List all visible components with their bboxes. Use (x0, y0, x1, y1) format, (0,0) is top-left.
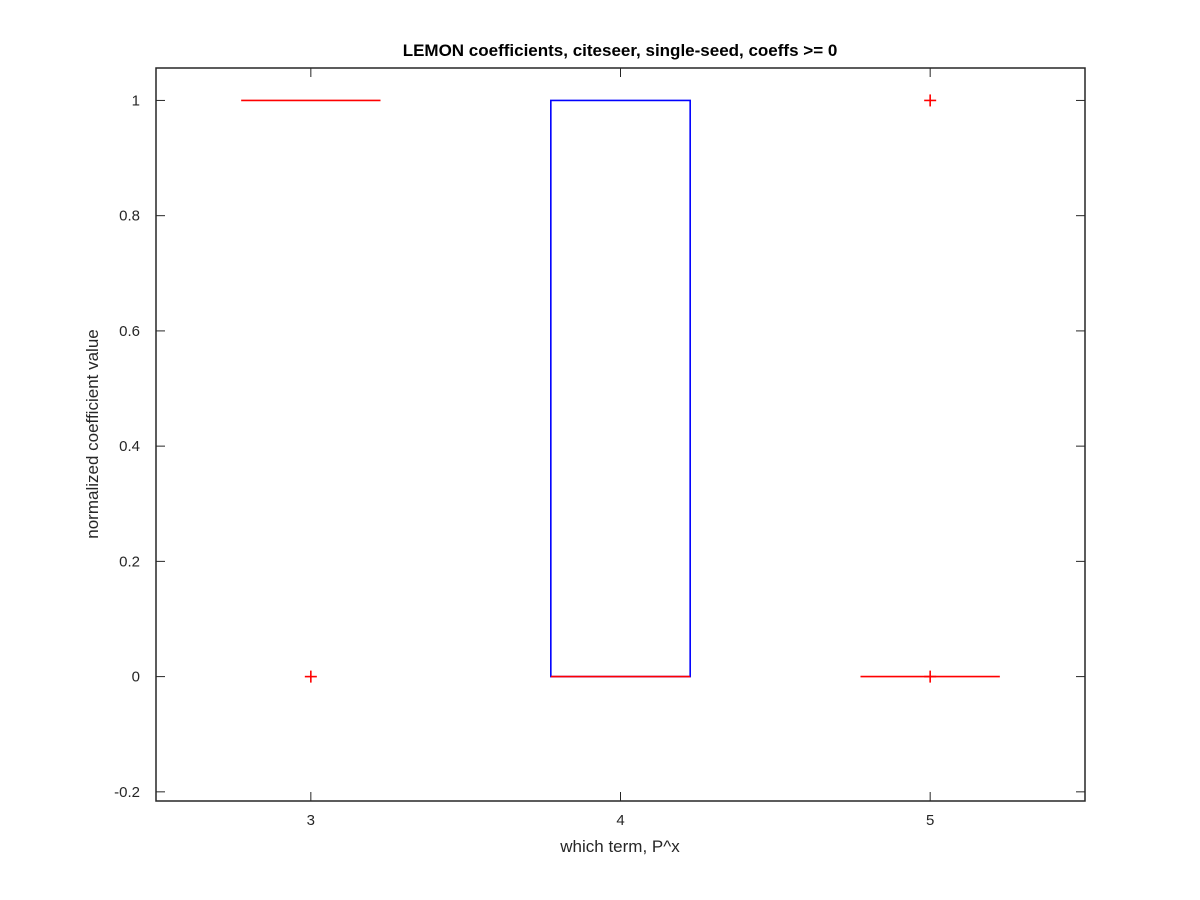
chart-title: LEMON coefficients, citeseer, single-see… (403, 41, 838, 60)
box-marks (241, 94, 1000, 683)
outlier-5-1 (924, 670, 937, 683)
outlier-3-0 (304, 670, 317, 683)
plot-area (156, 68, 1085, 801)
y-axis-label: normalized coefficient value (83, 329, 102, 538)
x-tick-label-5: 5 (926, 812, 934, 829)
y-tick-label-5: 0.8 (119, 208, 140, 225)
y-tick-label-3: 0.4 (119, 438, 140, 455)
y-tick-label-4: 0.6 (119, 323, 140, 340)
outlier-5-0 (924, 94, 937, 107)
x-tick-label-3: 3 (307, 812, 315, 829)
x-axis-label: which term, P^x (559, 837, 680, 856)
y-tick-label-1: 0 (132, 669, 140, 686)
y-tick-label-6: 1 (132, 92, 140, 109)
axes-box (155, 67, 1086, 802)
box-group-4 (550, 99, 691, 678)
y-tick-label-0: -0.2 (114, 784, 140, 801)
y-tick-label-2: 0.2 (119, 553, 140, 570)
box-group-5 (860, 94, 1000, 683)
box-group-3 (241, 99, 381, 683)
x-tick-label-4: 4 (616, 812, 624, 829)
axis-ticks: 3 4 5 -0.2 0 0.2 0.4 0.6 0.8 1 (114, 68, 1085, 829)
